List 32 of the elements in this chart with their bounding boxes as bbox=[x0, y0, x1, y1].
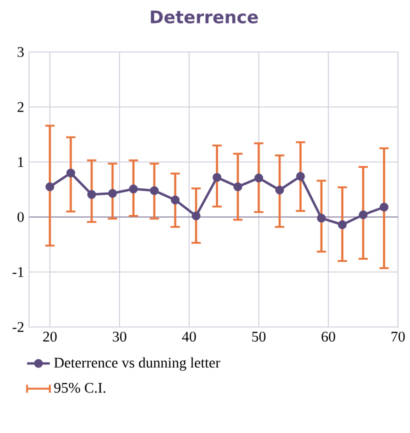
point bbox=[296, 172, 306, 181]
point bbox=[129, 184, 138, 194]
point bbox=[87, 190, 96, 199]
point bbox=[358, 210, 368, 220]
point bbox=[234, 182, 242, 192]
x-tick-label: 60 bbox=[322, 332, 336, 342]
point bbox=[380, 202, 389, 212]
x-tick-label: 40 bbox=[182, 332, 196, 342]
point bbox=[170, 196, 180, 204]
y-tick-label: 2 bbox=[18, 102, 24, 112]
x-tick-label: 30 bbox=[112, 332, 126, 342]
point bbox=[192, 212, 201, 220]
y-tick-label: -1 bbox=[12, 267, 24, 277]
point bbox=[338, 220, 347, 230]
chart-title: Deterrence bbox=[150, 10, 258, 24]
point bbox=[66, 168, 76, 178]
x-tick-label: 20 bbox=[43, 332, 57, 342]
point bbox=[254, 174, 264, 182]
x-tick-label: 70 bbox=[392, 332, 405, 342]
x-tick-label: 50 bbox=[252, 332, 266, 342]
point bbox=[275, 186, 284, 194]
y-tick-label: -2 bbox=[12, 322, 24, 332]
point bbox=[46, 182, 54, 192]
y-tick-label: 1 bbox=[18, 157, 24, 167]
legend-label: Deterrence vs dunning letter bbox=[54, 357, 220, 371]
point bbox=[212, 173, 222, 182]
y-tick-label: 3 bbox=[18, 47, 24, 57]
point bbox=[150, 186, 159, 195]
y-tick-label: 0 bbox=[18, 212, 24, 222]
point bbox=[317, 214, 326, 223]
text: 95% C.I. bbox=[54, 382, 106, 393]
point bbox=[108, 188, 118, 198]
